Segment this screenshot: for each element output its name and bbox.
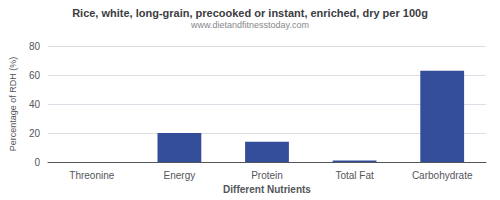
svg-text:Total Fat: Total Fat [335, 170, 374, 181]
svg-text:Percentage of RDH (%): Percentage of RDH (%) [8, 57, 18, 152]
svg-text:Threonine: Threonine [69, 170, 114, 181]
svg-text:20: 20 [29, 128, 41, 139]
svg-text:Different Nutrients: Different Nutrients [223, 184, 311, 195]
svg-text:Energy: Energy [164, 170, 196, 181]
svg-text:Carbohydrate: Carbohydrate [412, 170, 473, 181]
svg-text:www.dietandfitnesstoday.com: www.dietandfitnesstoday.com [190, 20, 309, 30]
svg-text:Protein: Protein [251, 170, 283, 181]
svg-text:80: 80 [29, 41, 41, 52]
svg-text:40: 40 [29, 99, 41, 110]
svg-text:0: 0 [34, 157, 40, 168]
svg-text:Rice, white, long-grain, preco: Rice, white, long-grain, precooked or in… [72, 7, 428, 19]
svg-text:60: 60 [29, 70, 41, 81]
